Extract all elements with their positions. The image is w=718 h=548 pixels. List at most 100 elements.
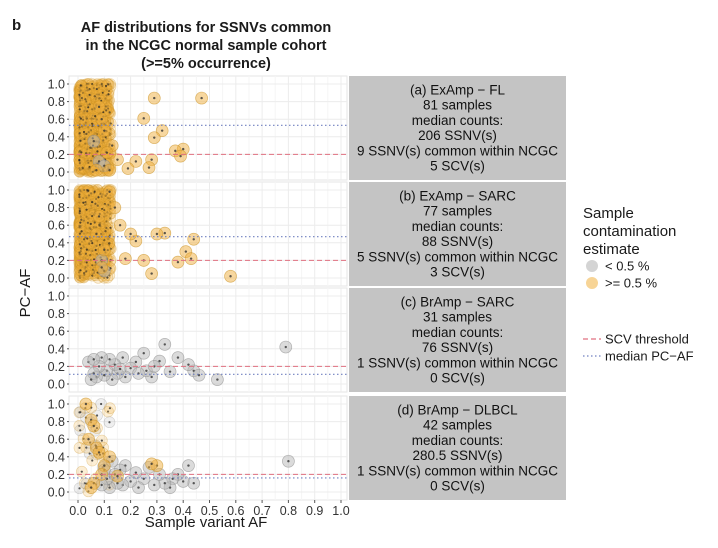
data-point [101,88,104,91]
data-point [110,378,114,381]
data-point [90,93,93,96]
x-tick-label: 1.0 [332,504,349,518]
data-point [86,237,89,240]
data-point [116,474,119,478]
data-point [84,112,87,115]
facet-strip-label: 206 SSNV(s) [418,128,497,143]
data-point [91,101,94,104]
data-point [88,452,91,455]
data-point [103,464,106,467]
data-point [108,421,111,424]
data-point [105,101,108,105]
data-point [100,97,103,100]
data-point [93,92,96,95]
data-point [189,257,193,260]
data-point [108,169,111,172]
data-point [84,108,87,111]
data-point [176,260,180,264]
data-point [84,163,87,166]
facet-strip-label: 5 SCV(s) [430,159,485,174]
data-point [87,189,90,192]
data-point [116,158,119,161]
chart-title-line: (>=5% occurrence) [141,56,271,72]
facet-strip-label: (a) ExAmp − FL [410,83,505,98]
data-point [92,424,95,428]
data-point [80,145,83,149]
data-point [89,131,93,134]
data-point [80,113,83,116]
legend-title: contamination [583,223,676,240]
data-point [90,106,94,109]
data-point [108,190,111,193]
data-point [100,266,103,269]
data-point [121,356,124,359]
data-point [81,93,84,97]
data-point [80,110,83,113]
panel-label: b [12,17,21,34]
data-point [163,231,166,235]
data-point [176,356,180,359]
chart-title: AF distributions for SSNVs common in the… [81,20,332,72]
y-tick-label: 0.0 [48,272,65,286]
data-point [124,257,127,260]
data-point [103,99,106,103]
data-point [104,97,107,100]
y-tick-label: 0.8 [48,201,65,215]
data-point [78,210,81,213]
data-point [145,369,148,372]
data-point [97,86,100,90]
legend-line-label: median PC−AF [605,349,694,364]
facet-strip-label: 1 SSNV(s) common within NCGC [357,463,558,478]
y-tick-label: 0.4 [48,450,65,464]
data-point [129,480,132,483]
data-point [79,221,82,224]
data-point [142,117,145,120]
data-point [229,275,232,278]
data-point [105,88,108,91]
data-point [87,96,90,99]
data-point [83,144,86,148]
data-point [78,158,81,162]
data-point [86,146,90,149]
data-point [78,113,81,117]
facet-strip-label: 1 SSNV(s) common within NCGC [357,355,558,370]
data-point [82,201,85,204]
data-point [94,124,97,127]
legend-key [586,277,598,289]
data-point [216,378,219,381]
data-point [78,86,81,89]
data-point [107,121,110,124]
y-tick-label: 1.0 [48,78,65,92]
data-point [82,130,86,134]
data-point [97,105,101,109]
x-tick-label: 0.2 [122,504,139,518]
data-point [93,112,96,115]
data-point [83,117,86,120]
data-point [91,85,94,88]
y-tick-label: 0.0 [48,486,65,500]
facet-strip-label: 0 SCV(s) [430,479,485,494]
data-point [79,139,82,142]
data-point [100,439,103,442]
y-tick-label: 0.6 [48,219,65,233]
data-point [95,133,99,136]
x-axis-label: Sample variant AF [145,514,268,531]
data-point [105,99,108,102]
data-point [134,239,138,243]
data-point [78,193,81,196]
data-point [103,129,106,132]
data-point [147,166,151,169]
data-point [88,122,91,125]
data-point [168,370,172,373]
data-point [95,87,98,91]
legend-line-label: SCV threshold [605,332,689,347]
y-tick-label: 0.2 [48,468,65,482]
y-tick-label: 0.4 [48,236,65,250]
data-point [78,103,81,106]
data-point [113,206,117,209]
data-point [78,143,81,146]
data-point [78,446,81,449]
y-tick-label: 0.8 [48,307,65,321]
